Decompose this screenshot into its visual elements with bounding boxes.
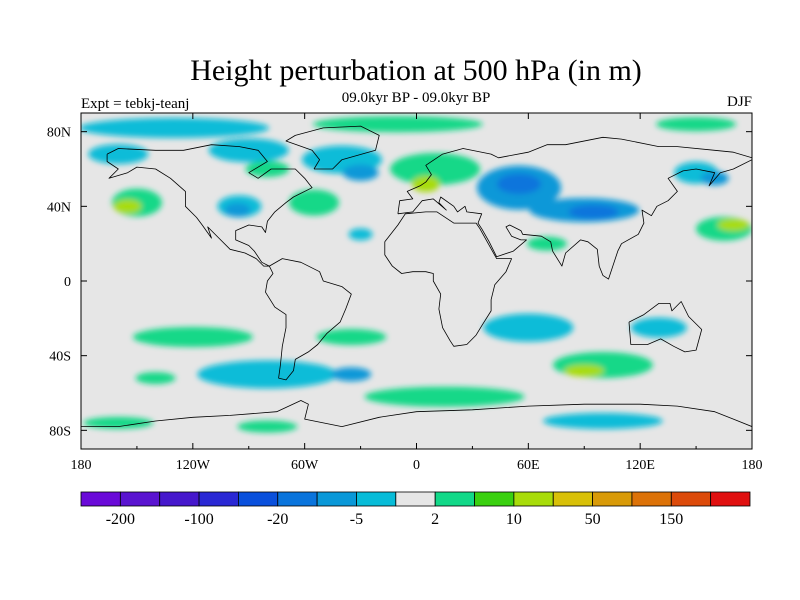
chart-subtitle: 09.0kyr BP - 09.0kyr BP	[342, 90, 491, 106]
field-patch	[564, 364, 605, 377]
field-patch	[81, 117, 270, 138]
field-patch	[390, 153, 481, 185]
field-patch	[135, 372, 176, 385]
colorbar-box	[198, 491, 239, 507]
coastline	[628, 301, 703, 353]
field-patch	[316, 329, 387, 345]
field-patch	[497, 173, 542, 194]
field-patch	[237, 420, 298, 433]
field-patch	[542, 413, 663, 429]
colorbar-box	[434, 491, 475, 507]
field-patch	[526, 236, 567, 251]
field-patch	[630, 317, 687, 338]
colorbar-box	[513, 491, 554, 507]
field-patch	[483, 313, 574, 342]
field-patch	[245, 161, 290, 177]
y-tick-label: 80N	[47, 126, 71, 141]
colorbar-label: -200	[106, 511, 135, 528]
colorbar-box	[631, 491, 672, 507]
colorbar-label: 2	[431, 511, 439, 528]
field-patch	[348, 228, 373, 241]
colorbar-label: 150	[659, 511, 683, 528]
y-tick-label: 40S	[49, 350, 71, 365]
x-tick-label: 120E	[625, 458, 655, 473]
coastline	[384, 211, 512, 347]
x-tick-label: 60E	[517, 458, 540, 473]
colorbar-box	[119, 491, 161, 507]
colorbar-label: 10	[506, 511, 522, 528]
field-patch	[224, 203, 251, 218]
coastline	[397, 136, 752, 280]
colorbar-box	[395, 491, 436, 507]
colorbar-box	[670, 491, 712, 507]
season-label: DJF	[727, 94, 752, 110]
x-tick-label: 0	[413, 458, 420, 473]
chart-title: Height perturbation at 500 hPa (in m)	[190, 54, 642, 87]
field-patch	[552, 352, 653, 378]
x-tick-label: 180	[742, 458, 763, 473]
field-patch	[568, 204, 619, 219]
colorbar-box	[159, 491, 200, 507]
colorbar-box	[80, 491, 121, 507]
field-patch	[83, 416, 154, 429]
colorbar-label: 50	[585, 511, 601, 528]
height-field	[81, 116, 752, 433]
field-patch	[197, 360, 338, 389]
field-patch	[132, 327, 253, 347]
x-tick-label: 180	[71, 458, 92, 473]
map-area	[81, 113, 752, 449]
field-patch	[700, 171, 729, 186]
x-axis: 180 120W 60W 0 60E 120E 180	[71, 113, 763, 473]
y-axis: 80N 40N 0 40S 80S	[47, 126, 752, 439]
coastline	[285, 125, 380, 170]
colorbar-box	[474, 491, 515, 507]
field-patch	[656, 117, 737, 132]
field-patch	[288, 189, 339, 216]
field-patch	[342, 164, 379, 181]
coastline	[106, 144, 313, 267]
field-patch	[208, 138, 289, 163]
field-patch	[331, 367, 372, 382]
colorbar-label: -20	[267, 511, 288, 528]
x-tick-label: 60W	[291, 458, 319, 473]
coastline	[81, 400, 752, 427]
colorbar-label: -5	[350, 511, 363, 528]
field-patch	[717, 219, 750, 231]
field-patch	[411, 175, 440, 192]
colorbar-box	[710, 491, 751, 507]
colorbar-box	[592, 491, 633, 507]
colorbar: -200 -100 -20 -5 2 10 50 150	[80, 491, 751, 528]
coastline	[265, 258, 352, 381]
field-patch	[113, 199, 142, 214]
experiment-label: Expt = tebkj-teanj	[81, 96, 189, 112]
y-tick-label: 0	[64, 275, 71, 290]
colorbar-box	[316, 491, 357, 507]
colorbar-label: -100	[184, 511, 213, 528]
y-tick-label: 40N	[47, 200, 71, 215]
colorbar-box	[356, 491, 397, 507]
x-tick-label: 120W	[176, 458, 211, 473]
colorbar-box	[552, 491, 593, 507]
field-patch	[88, 144, 149, 165]
field-patch	[364, 386, 525, 407]
coastlines	[81, 125, 752, 427]
y-tick-label: 80S	[49, 424, 71, 439]
colorbar-box	[238, 491, 279, 507]
field-patch	[312, 116, 483, 133]
colorbar-box	[277, 491, 318, 507]
